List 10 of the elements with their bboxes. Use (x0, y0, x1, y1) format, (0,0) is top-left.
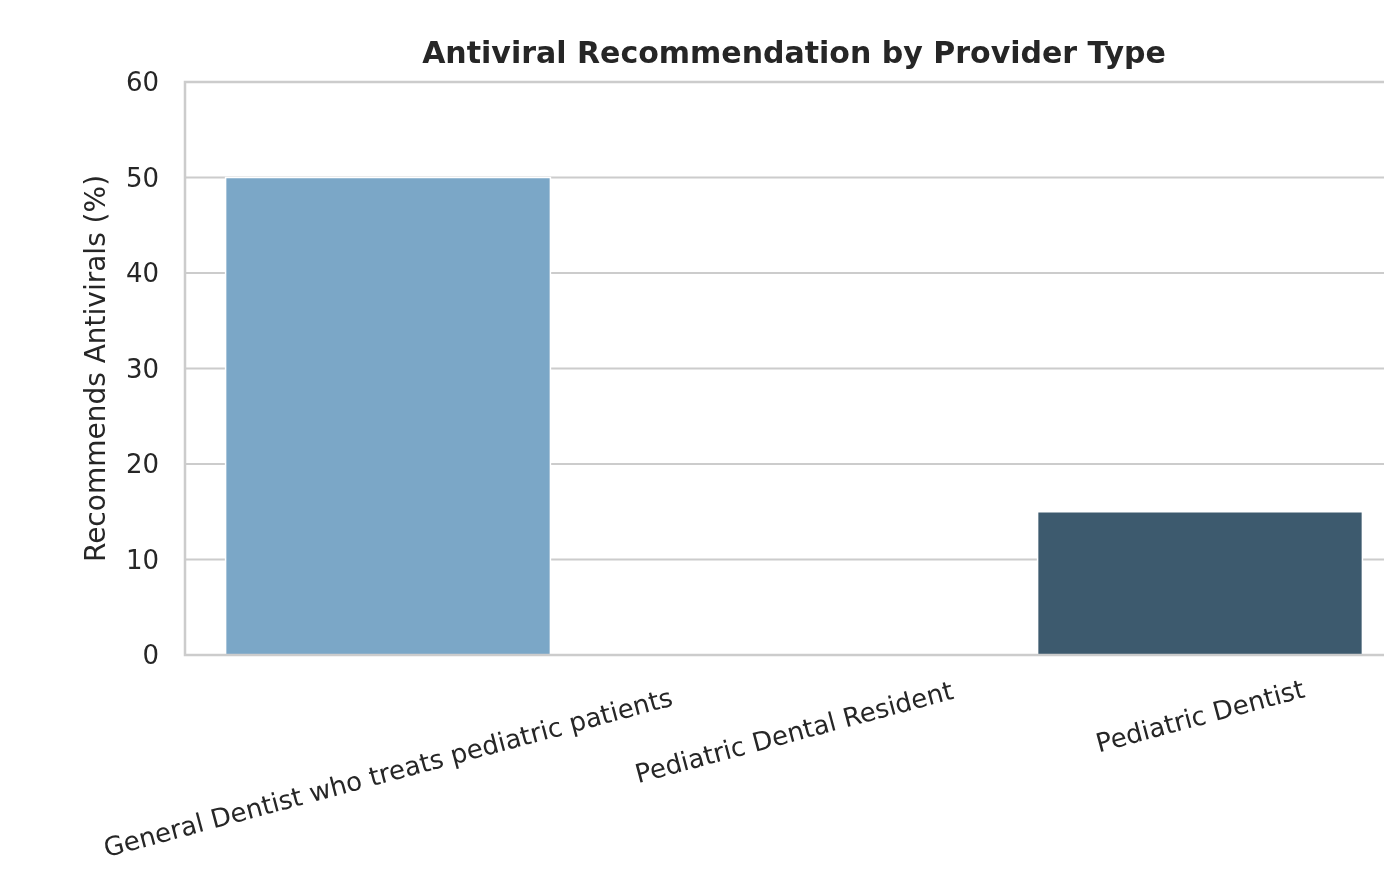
y-tick-label: 20 (125, 449, 159, 480)
y-tick-label: 40 (125, 258, 159, 289)
y-tick-label: 30 (125, 353, 159, 384)
y-axis-title: Recommends Antivirals (%) (78, 174, 112, 563)
y-tick-label: 10 (125, 544, 159, 575)
y-tick-label: 50 (125, 162, 159, 193)
y-tick-label: 0 (142, 640, 159, 671)
chart-title: Antiviral Recommendation by Provider Type (422, 34, 1166, 70)
x-tick-label: Pediatric Dentist (1092, 673, 1308, 759)
y-tick-label: 60 (125, 67, 159, 98)
